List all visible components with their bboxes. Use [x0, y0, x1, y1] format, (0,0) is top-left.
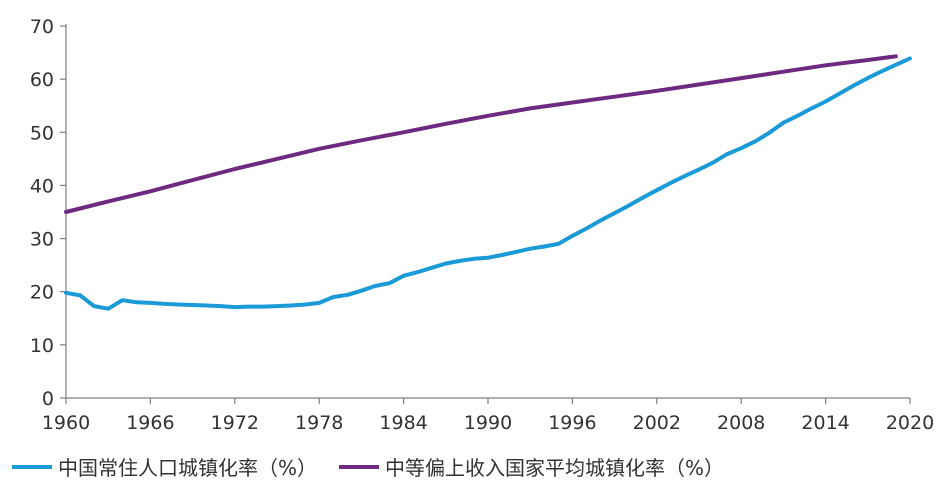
- legend-label-china: 中国常住人口城镇化率（%）: [58, 456, 318, 480]
- legend-swatch-china: [12, 464, 52, 469]
- x-tick-label: 1978: [295, 412, 343, 434]
- x-axis: 1960 1966 1972 1978 1984 1990 1996 2002 2008 2014…: [42, 397, 934, 434]
- x-tick-label: 2014: [801, 412, 849, 434]
- x-tick-label: 2020: [886, 412, 934, 434]
- y-tick-label: 20: [30, 282, 54, 304]
- legend-item-china: 中国常住人口城镇化率（%）: [12, 452, 317, 481]
- x-tick-label: 1960: [42, 412, 90, 434]
- y-tick-label: 10: [30, 335, 54, 357]
- legend: 中国常住人口城镇化率（%） 中等偏上收入国家平均城镇化率（%）: [12, 452, 746, 481]
- legend-item-upper-middle-income: 中等偏上收入国家平均城镇化率（%）: [339, 452, 724, 481]
- legend-label-upper-middle-income: 中等偏上收入国家平均城镇化率（%）: [385, 456, 725, 480]
- x-tick-label: 2002: [633, 412, 681, 434]
- y-axis: 0 10 20 30 40 50 60 70: [30, 16, 67, 410]
- y-tick-label: 40: [30, 175, 54, 197]
- y-tick-label: 60: [30, 69, 54, 91]
- legend-swatch-upper-middle-income: [339, 464, 380, 469]
- x-tick-label: 1966: [126, 412, 174, 434]
- y-tick-label: 50: [30, 122, 54, 144]
- series-lines: [64, 54, 912, 311]
- x-tick-label: 2008: [717, 412, 765, 434]
- x-tick-label: 1972: [211, 412, 259, 434]
- upper-middle-income-urbanization-line: [64, 54, 898, 214]
- x-tick-label: 1990: [464, 412, 512, 434]
- x-tick-label: 1984: [379, 412, 427, 434]
- y-tick-label: 0: [42, 388, 54, 410]
- x-tick-label: 1996: [548, 412, 596, 434]
- y-tick-label: 70: [30, 16, 54, 38]
- china-urbanization-line: [64, 56, 912, 311]
- y-tick-label: 30: [30, 229, 54, 251]
